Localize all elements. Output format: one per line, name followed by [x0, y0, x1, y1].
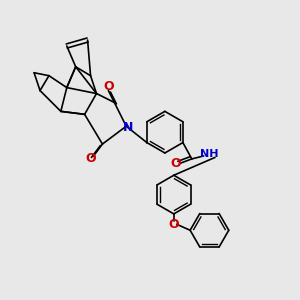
- Text: O: O: [103, 80, 114, 93]
- Text: N: N: [122, 121, 133, 134]
- Text: O: O: [170, 157, 181, 170]
- Text: NH: NH: [200, 149, 218, 160]
- Text: O: O: [85, 152, 96, 165]
- Text: O: O: [169, 218, 179, 231]
